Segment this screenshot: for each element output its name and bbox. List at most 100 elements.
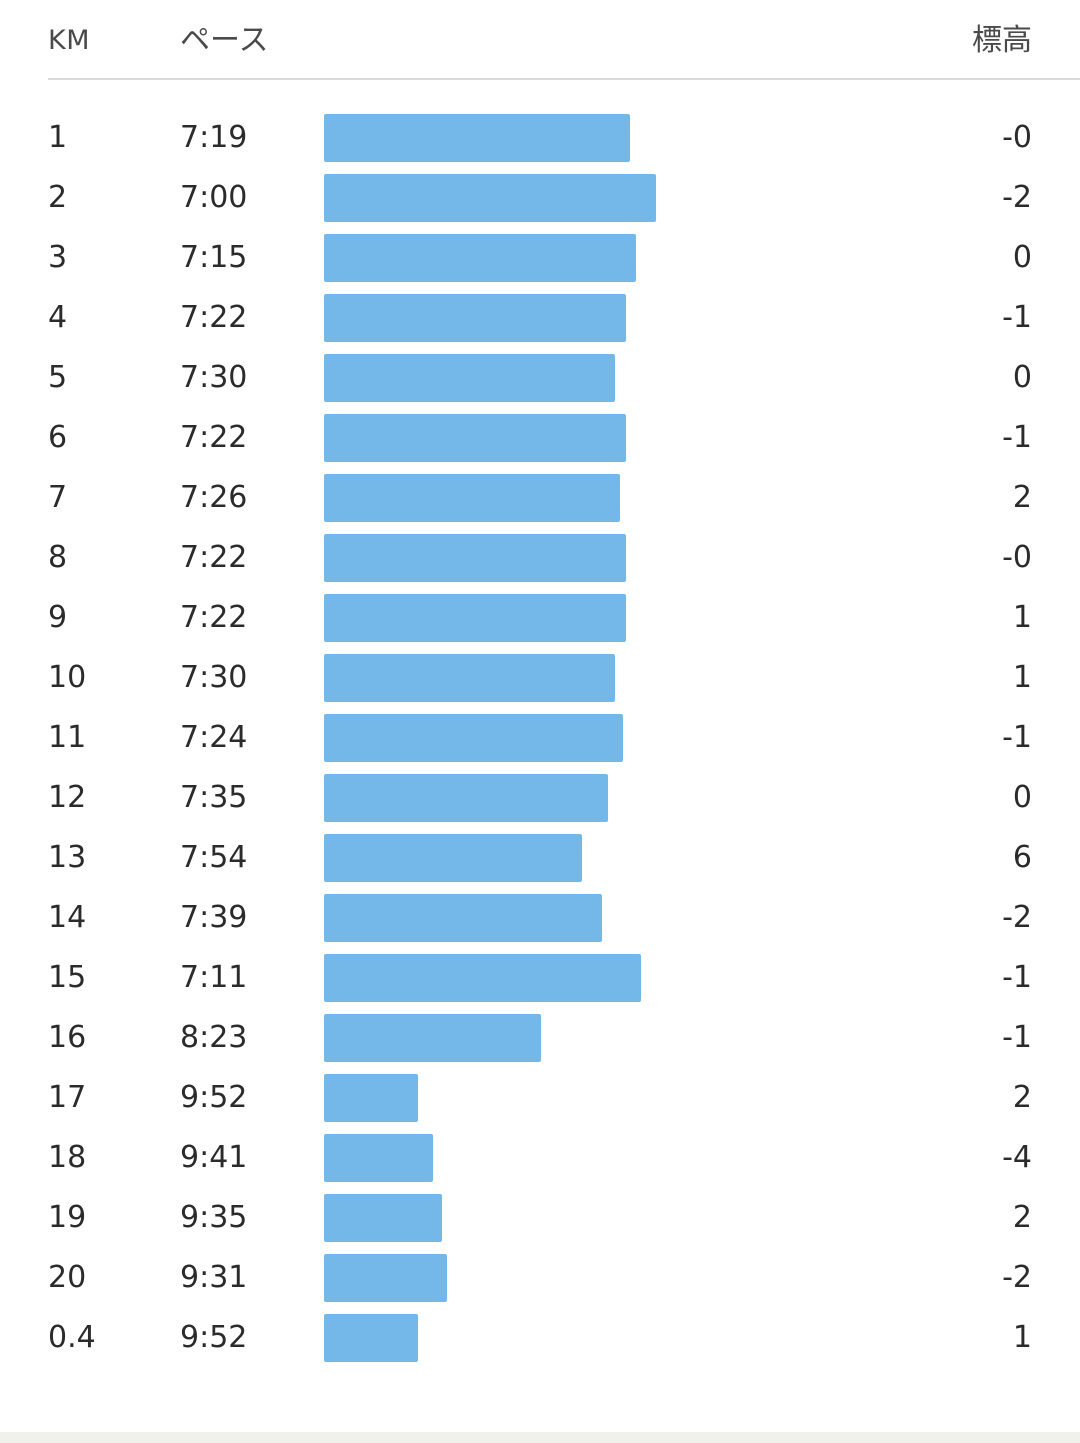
split-elevation: -0 — [1002, 540, 1032, 575]
split-pace: 7:26 — [180, 480, 248, 515]
pace-bar — [324, 294, 626, 342]
split-row: 4 7:22 -1 — [0, 288, 1080, 348]
pace-bar — [324, 1194, 442, 1242]
split-pace: 9:31 — [180, 1260, 248, 1295]
pace-bar — [324, 834, 582, 882]
split-row: 20 9:31 -2 — [0, 1248, 1080, 1308]
split-elevation: 0 — [1012, 780, 1032, 815]
footer-divider — [0, 1432, 1080, 1443]
pace-column-header: ペース — [180, 23, 269, 58]
split-row: 19 9:35 2 — [0, 1188, 1080, 1248]
split-elevation: -2 — [1002, 900, 1032, 935]
split-pace: 7:22 — [180, 300, 248, 335]
split-row: 0.4 9:52 1 — [0, 1308, 1080, 1368]
split-elevation: -4 — [1002, 1140, 1032, 1175]
split-elevation: 6 — [1012, 840, 1032, 875]
pace-bar — [324, 894, 602, 942]
pace-bar — [324, 654, 615, 702]
split-row: 2 7:00 -2 — [0, 168, 1080, 228]
split-elevation: 1 — [1012, 600, 1032, 635]
split-row: 17 9:52 2 — [0, 1068, 1080, 1128]
split-elevation: 0 — [1012, 360, 1032, 395]
split-row: 3 7:15 0 — [0, 228, 1080, 288]
pace-bar — [324, 114, 630, 162]
split-row: 13 7:54 6 — [0, 828, 1080, 888]
splits-rows: 1 7:19 -0 2 7:00 -2 3 7:15 0 4 7:22 -1 5 7:30 0 6 7:22 -1… — [0, 108, 1080, 1368]
split-pace: 7:30 — [180, 360, 248, 395]
pace-bar — [324, 534, 626, 582]
split-elevation: -1 — [1002, 720, 1032, 755]
split-km: 16 — [48, 1020, 87, 1055]
split-elevation: -1 — [1002, 960, 1032, 995]
pace-bar — [324, 1254, 447, 1302]
elevation-column-header: 標高 — [972, 23, 1032, 58]
split-elevation: -1 — [1002, 1020, 1032, 1055]
split-elevation: 2 — [1012, 1200, 1032, 1235]
split-pace: 7:19 — [180, 120, 248, 155]
split-km: 18 — [48, 1140, 87, 1175]
split-elevation: 0 — [1012, 240, 1032, 275]
split-km: 8 — [48, 540, 68, 575]
split-pace: 7:30 — [180, 660, 248, 695]
split-elevation: -1 — [1002, 420, 1032, 455]
split-row: 14 7:39 -2 — [0, 888, 1080, 948]
split-km: 4 — [48, 300, 68, 335]
split-pace: 9:52 — [180, 1080, 248, 1115]
split-pace: 7:11 — [180, 960, 248, 995]
split-row: 5 7:30 0 — [0, 348, 1080, 408]
split-km: 15 — [48, 960, 87, 995]
split-elevation: 1 — [1012, 660, 1032, 695]
split-pace: 7:00 — [180, 180, 248, 215]
pace-bar — [324, 474, 620, 522]
split-row: 6 7:22 -1 — [0, 408, 1080, 468]
split-row: 7 7:26 2 — [0, 468, 1080, 528]
split-row: 9 7:22 1 — [0, 588, 1080, 648]
split-pace: 7:22 — [180, 600, 248, 635]
split-km: 3 — [48, 240, 68, 275]
split-km: 7 — [48, 480, 68, 515]
split-km: 11 — [48, 720, 87, 755]
split-pace: 7:24 — [180, 720, 248, 755]
split-km: 2 — [48, 180, 68, 215]
pace-bar — [324, 1014, 541, 1062]
split-km: 0.4 — [48, 1320, 96, 1355]
pace-bar — [324, 1074, 418, 1122]
split-pace: 7:54 — [180, 840, 248, 875]
split-pace: 9:52 — [180, 1320, 248, 1355]
split-elevation: -1 — [1002, 300, 1032, 335]
split-row: 18 9:41 -4 — [0, 1128, 1080, 1188]
split-row: 15 7:11 -1 — [0, 948, 1080, 1008]
split-km: 12 — [48, 780, 87, 815]
pace-bar — [324, 234, 636, 282]
split-pace: 9:41 — [180, 1140, 248, 1175]
split-row: 1 7:19 -0 — [0, 108, 1080, 168]
split-km: 20 — [48, 1260, 87, 1295]
pace-bar — [324, 954, 641, 1002]
splits-header: KM ペース 標高 — [48, 0, 1080, 80]
pace-bar — [324, 414, 626, 462]
pace-bar — [324, 594, 626, 642]
split-pace: 7:22 — [180, 540, 248, 575]
pace-bar — [324, 714, 623, 762]
split-elevation: 1 — [1012, 1320, 1032, 1355]
split-elevation: -2 — [1002, 1260, 1032, 1295]
split-km: 13 — [48, 840, 87, 875]
split-km: 10 — [48, 660, 87, 695]
km-column-header: KM — [48, 25, 91, 56]
pace-bar — [324, 1314, 418, 1362]
split-km: 5 — [48, 360, 68, 395]
split-pace: 7:15 — [180, 240, 248, 275]
split-km: 17 — [48, 1080, 87, 1115]
split-pace: 9:35 — [180, 1200, 248, 1235]
split-pace: 7:35 — [180, 780, 248, 815]
split-elevation: -2 — [1002, 180, 1032, 215]
split-pace: 8:23 — [180, 1020, 248, 1055]
split-km: 19 — [48, 1200, 87, 1235]
split-row: 12 7:35 0 — [0, 768, 1080, 828]
split-km: 9 — [48, 600, 68, 635]
split-km: 14 — [48, 900, 87, 935]
split-km: 6 — [48, 420, 68, 455]
split-pace: 7:39 — [180, 900, 248, 935]
pace-bar — [324, 354, 615, 402]
